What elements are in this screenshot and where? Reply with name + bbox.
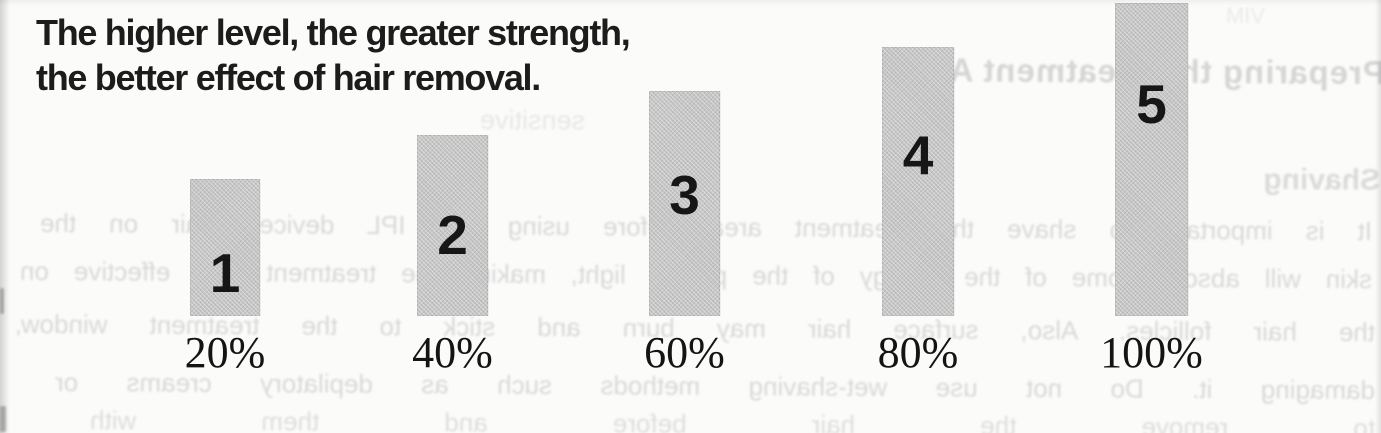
- scan-top-edge-shadow: [0, 0, 1381, 6]
- bar-level-number: 3: [669, 164, 700, 226]
- bar-level-5: [1115, 3, 1188, 316]
- bar-level-number: 5: [1136, 73, 1167, 135]
- chart-caption: The higher level, the greater strength, …: [36, 10, 631, 100]
- caption-line-2: the better effect of hair removal.: [36, 57, 541, 98]
- bar-percent-label: 20%: [184, 328, 266, 377]
- bar-level-number: 1: [209, 242, 241, 304]
- bar-level-3: [649, 91, 720, 316]
- bar-percent-label: 80%: [877, 328, 959, 377]
- bar-level-number: 4: [902, 124, 934, 186]
- scan-right-edge-shadow: [1375, 0, 1381, 433]
- bar-percent-label: 60%: [644, 328, 725, 377]
- bar-percent-label: 100%: [1100, 328, 1203, 377]
- bar-level-4: [882, 47, 954, 316]
- bar-level-number: 2: [437, 204, 468, 266]
- caption-line-1: The higher level, the greater strength,: [36, 12, 631, 53]
- scan-left-edge-shadow: [0, 0, 10, 433]
- scan-artifact-mark: [0, 288, 4, 314]
- bar-percent-label: 40%: [412, 328, 493, 377]
- bar-level-1: [190, 179, 260, 316]
- scan-artifact-mark: [0, 406, 6, 432]
- bar-level-2: [417, 135, 488, 316]
